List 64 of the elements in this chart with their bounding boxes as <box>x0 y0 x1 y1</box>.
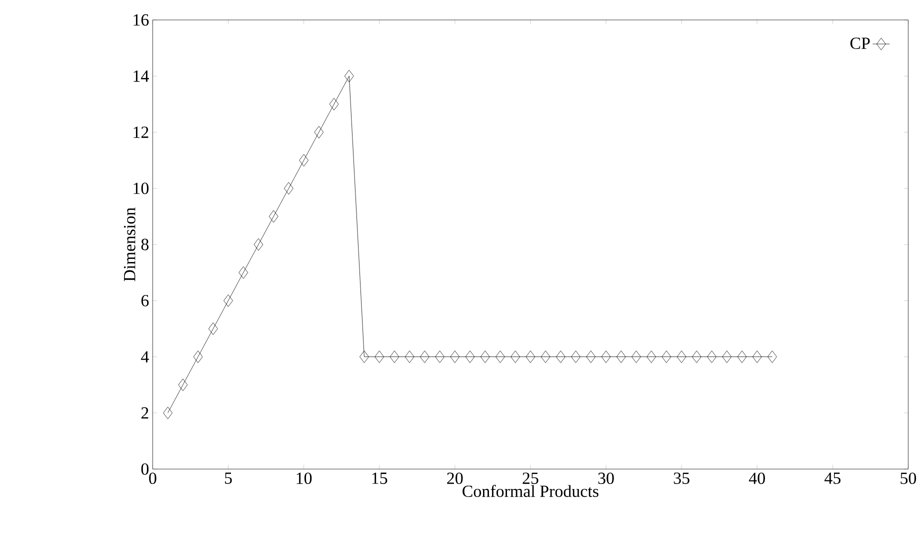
point <box>268 210 278 223</box>
x-tick-label: 50 <box>900 472 916 484</box>
point <box>284 182 294 195</box>
point <box>526 350 536 364</box>
point <box>404 350 414 364</box>
point <box>390 350 400 364</box>
point <box>556 350 566 364</box>
point <box>238 266 248 279</box>
point <box>752 350 762 364</box>
point <box>163 406 172 420</box>
point <box>662 350 672 364</box>
y-tick-label: 4 <box>141 351 149 362</box>
point <box>314 126 324 138</box>
x-tick-label: 40 <box>748 472 765 484</box>
point <box>178 378 188 392</box>
y-tick-label: 0 <box>141 463 149 475</box>
x-tick-label: 0 <box>149 472 156 484</box>
y-tick-label: 12 <box>134 126 148 138</box>
y-tick-label: 2 <box>141 407 148 419</box>
point <box>420 350 430 364</box>
x-tick-label: 20 <box>447 472 463 484</box>
point <box>707 350 716 364</box>
point <box>193 350 203 364</box>
point <box>299 154 308 167</box>
point <box>480 350 490 364</box>
point <box>344 70 354 82</box>
point <box>632 350 641 364</box>
point <box>450 350 460 364</box>
point <box>768 350 777 364</box>
point <box>254 238 264 251</box>
x-tick-label: 10 <box>296 472 312 484</box>
point <box>510 350 520 364</box>
y-tick-label: 10 <box>134 182 149 194</box>
x-tick-label: 15 <box>372 472 388 484</box>
x-tick-label: 45 <box>824 472 840 484</box>
x-tick-label: 5 <box>224 472 232 484</box>
point <box>737 350 747 364</box>
point <box>676 350 686 364</box>
point <box>586 350 596 364</box>
x-tick-label: 25 <box>522 472 538 484</box>
point <box>435 350 444 364</box>
point <box>224 294 233 307</box>
point <box>208 322 218 335</box>
y-tick-label: 8 <box>141 238 149 250</box>
point <box>601 350 611 364</box>
point <box>646 350 656 364</box>
point <box>722 350 732 364</box>
y-tick-label: 16 <box>134 14 149 26</box>
point <box>616 350 626 364</box>
point <box>465 350 475 364</box>
point <box>692 350 702 364</box>
x-tick-label: 35 <box>674 472 690 484</box>
y-tick-label: 14 <box>134 70 149 82</box>
legend-label: CP <box>850 38 870 50</box>
y-tick-label: 6 <box>141 294 149 306</box>
point <box>571 350 580 364</box>
point <box>360 350 369 364</box>
point <box>329 98 339 110</box>
point <box>374 350 384 364</box>
x-tick-label: 30 <box>598 472 614 484</box>
x-axis-title: Conformal Products <box>462 484 598 498</box>
point <box>496 350 505 364</box>
y-axis-title: Dimension <box>124 208 136 282</box>
point <box>540 350 550 364</box>
